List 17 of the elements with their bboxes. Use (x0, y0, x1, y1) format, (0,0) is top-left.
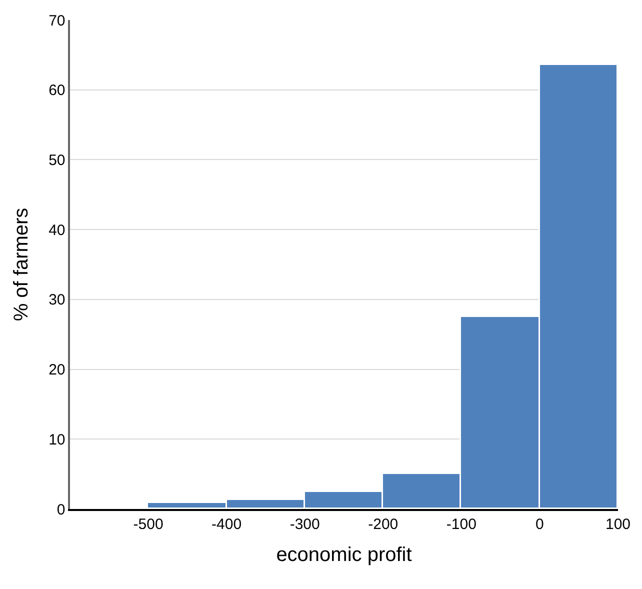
x-tick-label: 100 (605, 516, 631, 533)
x-axis-title: economic profit (276, 544, 412, 566)
x-tick-label: -300 (290, 516, 320, 533)
x-tick-label: -400 (212, 516, 242, 533)
y-tick-label: 50 (48, 152, 66, 169)
y-tick-label: 0 (56, 501, 66, 518)
y-tick-label: 20 (48, 362, 66, 379)
y-axis-title: % of farmers (10, 208, 33, 322)
x-tick-label: -500 (133, 516, 164, 533)
y-tick-label: 30 (48, 292, 66, 309)
x-tick-label: -100 (446, 516, 476, 533)
y-tick-label: 40 (48, 222, 66, 239)
y-tick-label: 60 (48, 82, 66, 100)
y-tick-label: 70 (48, 12, 66, 30)
x-tick-label: -200 (368, 516, 398, 533)
y-tick-label: 10 (48, 431, 66, 448)
x-tick-label: 0 (536, 516, 544, 533)
